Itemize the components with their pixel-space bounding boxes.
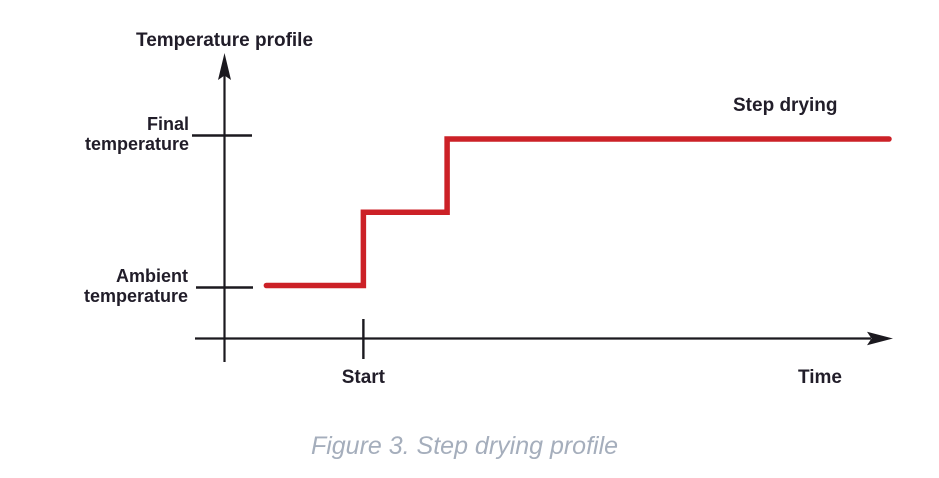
series-label-step-drying: Step drying [733, 95, 838, 116]
chart-title: Temperature profile [136, 30, 314, 51]
ambient-label-line2: temperature [83, 286, 188, 306]
x-axis-label-time: Time [797, 367, 842, 388]
x-tick-label-start: Start [341, 367, 386, 388]
figure-caption: Figure 3. Step drying profile [310, 432, 619, 460]
ambient-label-line1: Ambient [116, 266, 188, 286]
step-drying-line [263, 136, 892, 289]
y-axis-arrow-icon [218, 53, 231, 80]
final-label-line1: Final [146, 114, 189, 134]
y-tick-label-ambient-temperature: Ambient temperature [40, 266, 188, 306]
y-tick-label-final-temperature: Final temperature [40, 114, 189, 154]
final-label-line2: temperature [84, 134, 189, 154]
x-axis-arrow-icon [867, 331, 893, 346]
